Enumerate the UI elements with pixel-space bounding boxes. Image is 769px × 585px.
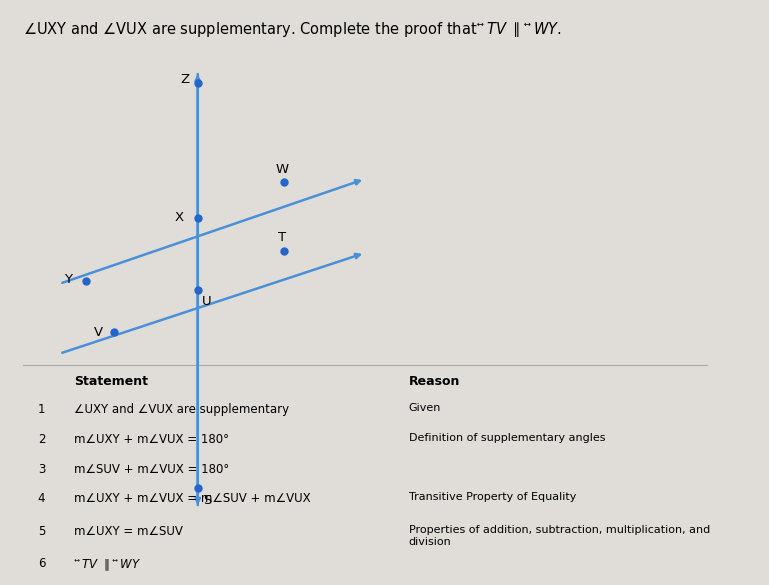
Text: S: S — [203, 494, 211, 507]
Text: $\angle$UXY and $\angle$VUX are supplementary. Complete the proof that $\overlef: $\angle$UXY and $\angle$VUX are suppleme… — [23, 20, 562, 39]
Text: Statement: Statement — [74, 375, 148, 388]
Text: 1: 1 — [38, 403, 45, 416]
Text: Y: Y — [65, 273, 72, 285]
Text: Transitive Property of Equality: Transitive Property of Equality — [408, 491, 576, 501]
Text: m∠SUV + m∠VUX = 180°: m∠SUV + m∠VUX = 180° — [74, 463, 229, 476]
Text: $\overleftrightarrow{TV}$ $\parallel$ $\overleftrightarrow{WY}$: $\overleftrightarrow{TV}$ $\parallel$ $\… — [74, 558, 141, 573]
Text: 4: 4 — [38, 491, 45, 505]
Text: Properties of addition, subtraction, multiplication, and
division: Properties of addition, subtraction, mul… — [408, 525, 710, 547]
Text: Given: Given — [408, 403, 441, 413]
Text: W: W — [275, 163, 288, 176]
Text: Reason: Reason — [408, 375, 460, 388]
Text: 6: 6 — [38, 558, 45, 570]
Text: m∠UXY + m∠VUX = 180°: m∠UXY + m∠VUX = 180° — [74, 433, 229, 446]
Text: T: T — [278, 231, 286, 245]
Text: 2: 2 — [38, 433, 45, 446]
Text: 3: 3 — [38, 463, 45, 476]
Text: m∠UXY = m∠SUV: m∠UXY = m∠SUV — [74, 525, 183, 538]
Text: Z: Z — [180, 74, 189, 87]
Text: Definition of supplementary angles: Definition of supplementary angles — [408, 433, 605, 443]
Text: ∠UXY and ∠VUX are supplementary: ∠UXY and ∠VUX are supplementary — [74, 403, 289, 416]
Text: U: U — [202, 295, 212, 308]
Text: X: X — [175, 211, 183, 225]
Text: V: V — [94, 326, 103, 339]
Text: m∠UXY + m∠VUX = m∠SUV + m∠VUX: m∠UXY + m∠VUX = m∠SUV + m∠VUX — [74, 491, 311, 505]
Text: 5: 5 — [38, 525, 45, 538]
